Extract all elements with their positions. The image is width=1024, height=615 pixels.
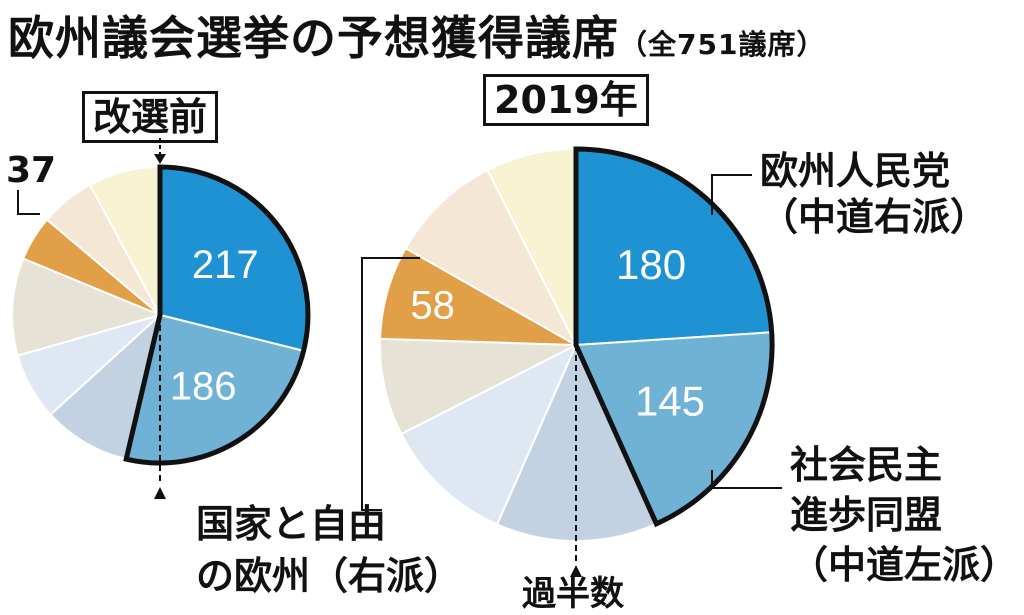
chart-title: 欧州議会選挙の予想獲得議席	[8, 11, 619, 65]
leader-epp	[711, 174, 752, 215]
annotation-epp: 欧州人民党 （中道右派）	[760, 148, 988, 240]
annotation-enf: 国家と自由 の欧州（右派）	[196, 498, 462, 602]
annotation-sd-line1: 社会民主	[790, 443, 943, 487]
leader-37	[17, 190, 40, 215]
annotation-sd: 社会民主 進歩同盟 （中道左派）	[790, 440, 1018, 590]
pie2-slice-6	[404, 168, 579, 348]
pie1-top-marker	[154, 154, 166, 164]
pie1-label-37: 37	[6, 150, 57, 191]
pie2-majority-marker	[570, 565, 582, 577]
pie2-slice-5	[379, 246, 577, 346]
pie1-title: 改選前	[82, 91, 219, 143]
pie2-title: 2019年	[483, 74, 649, 126]
pie1-highlight-outline	[123, 164, 311, 466]
annotation-enf-line1: 国家と自由	[196, 502, 387, 546]
pie1-label-0: 217	[192, 243, 259, 287]
pie2-slice-4	[379, 337, 577, 436]
pie2-label-5: 58	[410, 284, 455, 328]
pie2-label-0: 180	[616, 241, 686, 288]
annotation-epp-line2: （中道右派）	[760, 195, 989, 239]
annotation-sd-line3: （中道左派）	[790, 543, 1019, 587]
pie2-highlight-outline	[573, 146, 775, 528]
leader-sd	[711, 470, 782, 489]
annotation-majority: 過半数	[522, 574, 624, 614]
pie1-majority-marker	[154, 487, 166, 499]
annotation-sd-line2: 進歩同盟	[790, 493, 943, 537]
chart-subtitle: （全751議席）	[619, 28, 826, 61]
pie1-slice-4	[11, 257, 164, 357]
page-title: 欧州議会選挙の予想獲得議席（全751議席）	[8, 2, 825, 68]
leader-enf	[361, 257, 420, 511]
pie1-label-1: 186	[170, 365, 237, 409]
pie2-label-1: 145	[635, 378, 705, 425]
annotation-epp-line1: 欧州人民党	[760, 149, 951, 193]
annotation-enf-line2: の欧州（右派）	[196, 554, 463, 598]
pie2-slice-3	[399, 342, 579, 526]
